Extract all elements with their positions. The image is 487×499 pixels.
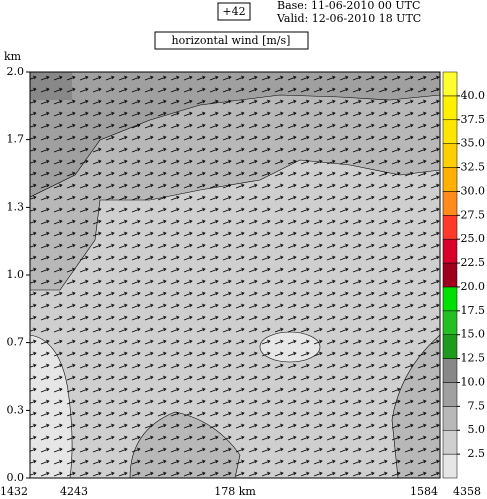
y-tick-label: 1.7 (7, 133, 25, 146)
colorbar-bin (442, 119, 458, 144)
y-tick-label: 0.3 (7, 403, 25, 416)
colorbar-bin (442, 429, 458, 455)
valid-time: Valid: 12-06-2010 18 UTC (276, 12, 421, 25)
colorbar-label: 40.0 (461, 89, 486, 102)
title-box (154, 31, 309, 50)
colorbar-label: 37.5 (461, 113, 486, 126)
run-label: +42 (222, 5, 245, 18)
colorbar-label: 5.0 (468, 423, 486, 436)
colorbar-label: 32.5 (461, 161, 486, 174)
colorbar-label: 35.0 (461, 137, 486, 150)
colorbar-label: 20.0 (461, 280, 486, 293)
y-tick-label: 2.0 (7, 65, 25, 78)
colorbar-bin (442, 358, 458, 383)
colorbar-bin (442, 406, 458, 431)
colorbar-bin (442, 453, 458, 479)
y-tick-label: 0.7 (7, 336, 25, 349)
colorbar-label: 2.5 (468, 447, 486, 460)
y-tick-label: 1.3 (7, 200, 25, 213)
colorbar-bin (442, 71, 458, 97)
run-box (217, 2, 251, 21)
colorbar-label: 15.0 (461, 328, 486, 341)
x-end-label: 1584 (410, 485, 438, 498)
base-time: Base: 11-06-2010 00 UTC (277, 0, 420, 12)
colorbar-label: 25.0 (461, 232, 486, 245)
colorbar-bin (442, 286, 458, 312)
colorbar-bin (442, 95, 458, 121)
colorbar-label: 22.5 (461, 256, 486, 269)
colorbar-bin (442, 382, 458, 407)
colorbar-label: 27.5 (461, 208, 486, 221)
x-start-label: 1432 (0, 485, 28, 498)
colorbar-bin (442, 262, 458, 288)
colorbar-label: 10.0 (461, 375, 486, 388)
colorbar-bin (442, 167, 458, 192)
colorbar-bin (442, 191, 458, 216)
colorbar-bin (442, 334, 458, 359)
y-axis-label: km (4, 50, 22, 63)
colorbar-label: 12.5 (461, 352, 486, 365)
field (30, 72, 440, 478)
colorbar-bin (442, 143, 458, 168)
x-start-label: 4243 (60, 485, 88, 498)
y-tick-label: 1.0 (7, 268, 25, 281)
colorbar-label: 17.5 (461, 304, 486, 317)
wind-vectors (30, 72, 440, 478)
chart-title: horizontal wind [m/s] (172, 34, 291, 47)
y-tick-label: 0.0 (7, 471, 25, 484)
x-center-label: 178 km (214, 485, 256, 498)
colorbar-bin (442, 310, 458, 335)
colorbar-bin (442, 238, 458, 264)
colorbar-label: 30.0 (461, 184, 486, 197)
colorbar-bin (442, 215, 458, 240)
colorbar-label: 7.5 (468, 399, 486, 412)
x-end-label: 4358 (453, 485, 481, 498)
